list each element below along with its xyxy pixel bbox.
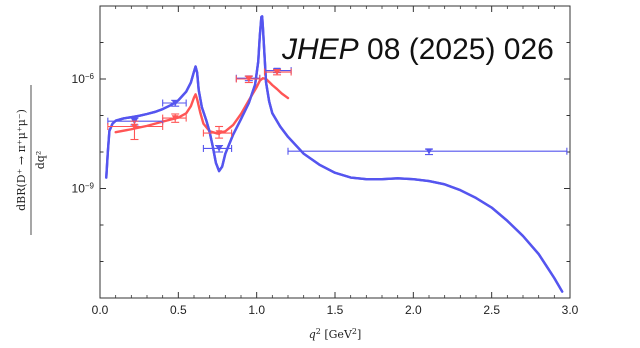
data-point (162, 113, 187, 123)
x-tick-label: 0.5 (170, 303, 187, 317)
y-tick-label: 10−6 (72, 72, 95, 87)
data-point (107, 120, 164, 141)
x-tick-label: 2.0 (405, 303, 422, 317)
point-marker (425, 148, 433, 155)
data-point (202, 144, 233, 153)
x-axis-unit: [GeV (321, 328, 353, 341)
y-tick-label-base: 10 (72, 182, 86, 196)
data-point (235, 75, 261, 84)
axis-ticks: 0.0 0.5 1.0 1.5 2.0 2.5 3.010−910−6 (72, 5, 579, 317)
x-axis-unit-close: ] (357, 328, 361, 341)
data-point (162, 99, 187, 107)
y-tick-label-exponent: −6 (85, 72, 95, 81)
x-tick-label: 2.5 (483, 303, 500, 317)
journal-issue: 08 (2025) 026 (359, 33, 554, 66)
data-point (287, 147, 568, 156)
point-marker (130, 123, 138, 130)
x-tick-label: 3.0 (562, 303, 579, 317)
series-line-overlay (105, 15, 564, 293)
data-points (107, 67, 568, 156)
y-axis-label-numerator: dBR(D⁺ → π⁺μ⁺μ⁻) (15, 109, 28, 211)
x-tick-label: 1.0 (248, 303, 265, 317)
x-axis-variable-exp: 2 (316, 327, 321, 336)
data-point (202, 125, 233, 139)
point-marker (171, 115, 179, 122)
y-tick-label-exponent: −9 (85, 181, 95, 190)
y-axis-label-denominator: dq² (34, 151, 47, 170)
x-axis-unit-exp: 2 (352, 327, 357, 336)
x-tick-label: 1.5 (327, 303, 344, 317)
x-tick-label: 0.0 (92, 303, 109, 317)
journal-name: JHEP (281, 33, 359, 66)
data-point (263, 68, 292, 76)
x-axis-label: q2 [GeV2] (309, 327, 362, 342)
point-marker (245, 76, 253, 83)
point-marker (171, 100, 179, 107)
journal-reference: JHEP 08 (2025) 026 (281, 33, 554, 66)
y-tick-label: 10−9 (72, 181, 95, 196)
x-axis-variable: q (309, 328, 316, 341)
point-marker (215, 145, 223, 152)
point-marker (215, 130, 223, 137)
y-tick-label-base: 10 (72, 72, 86, 86)
point-marker (273, 69, 281, 76)
y-axis-label: dBR(D⁺ → π⁺μ⁺μ⁻) dq² (15, 85, 47, 235)
